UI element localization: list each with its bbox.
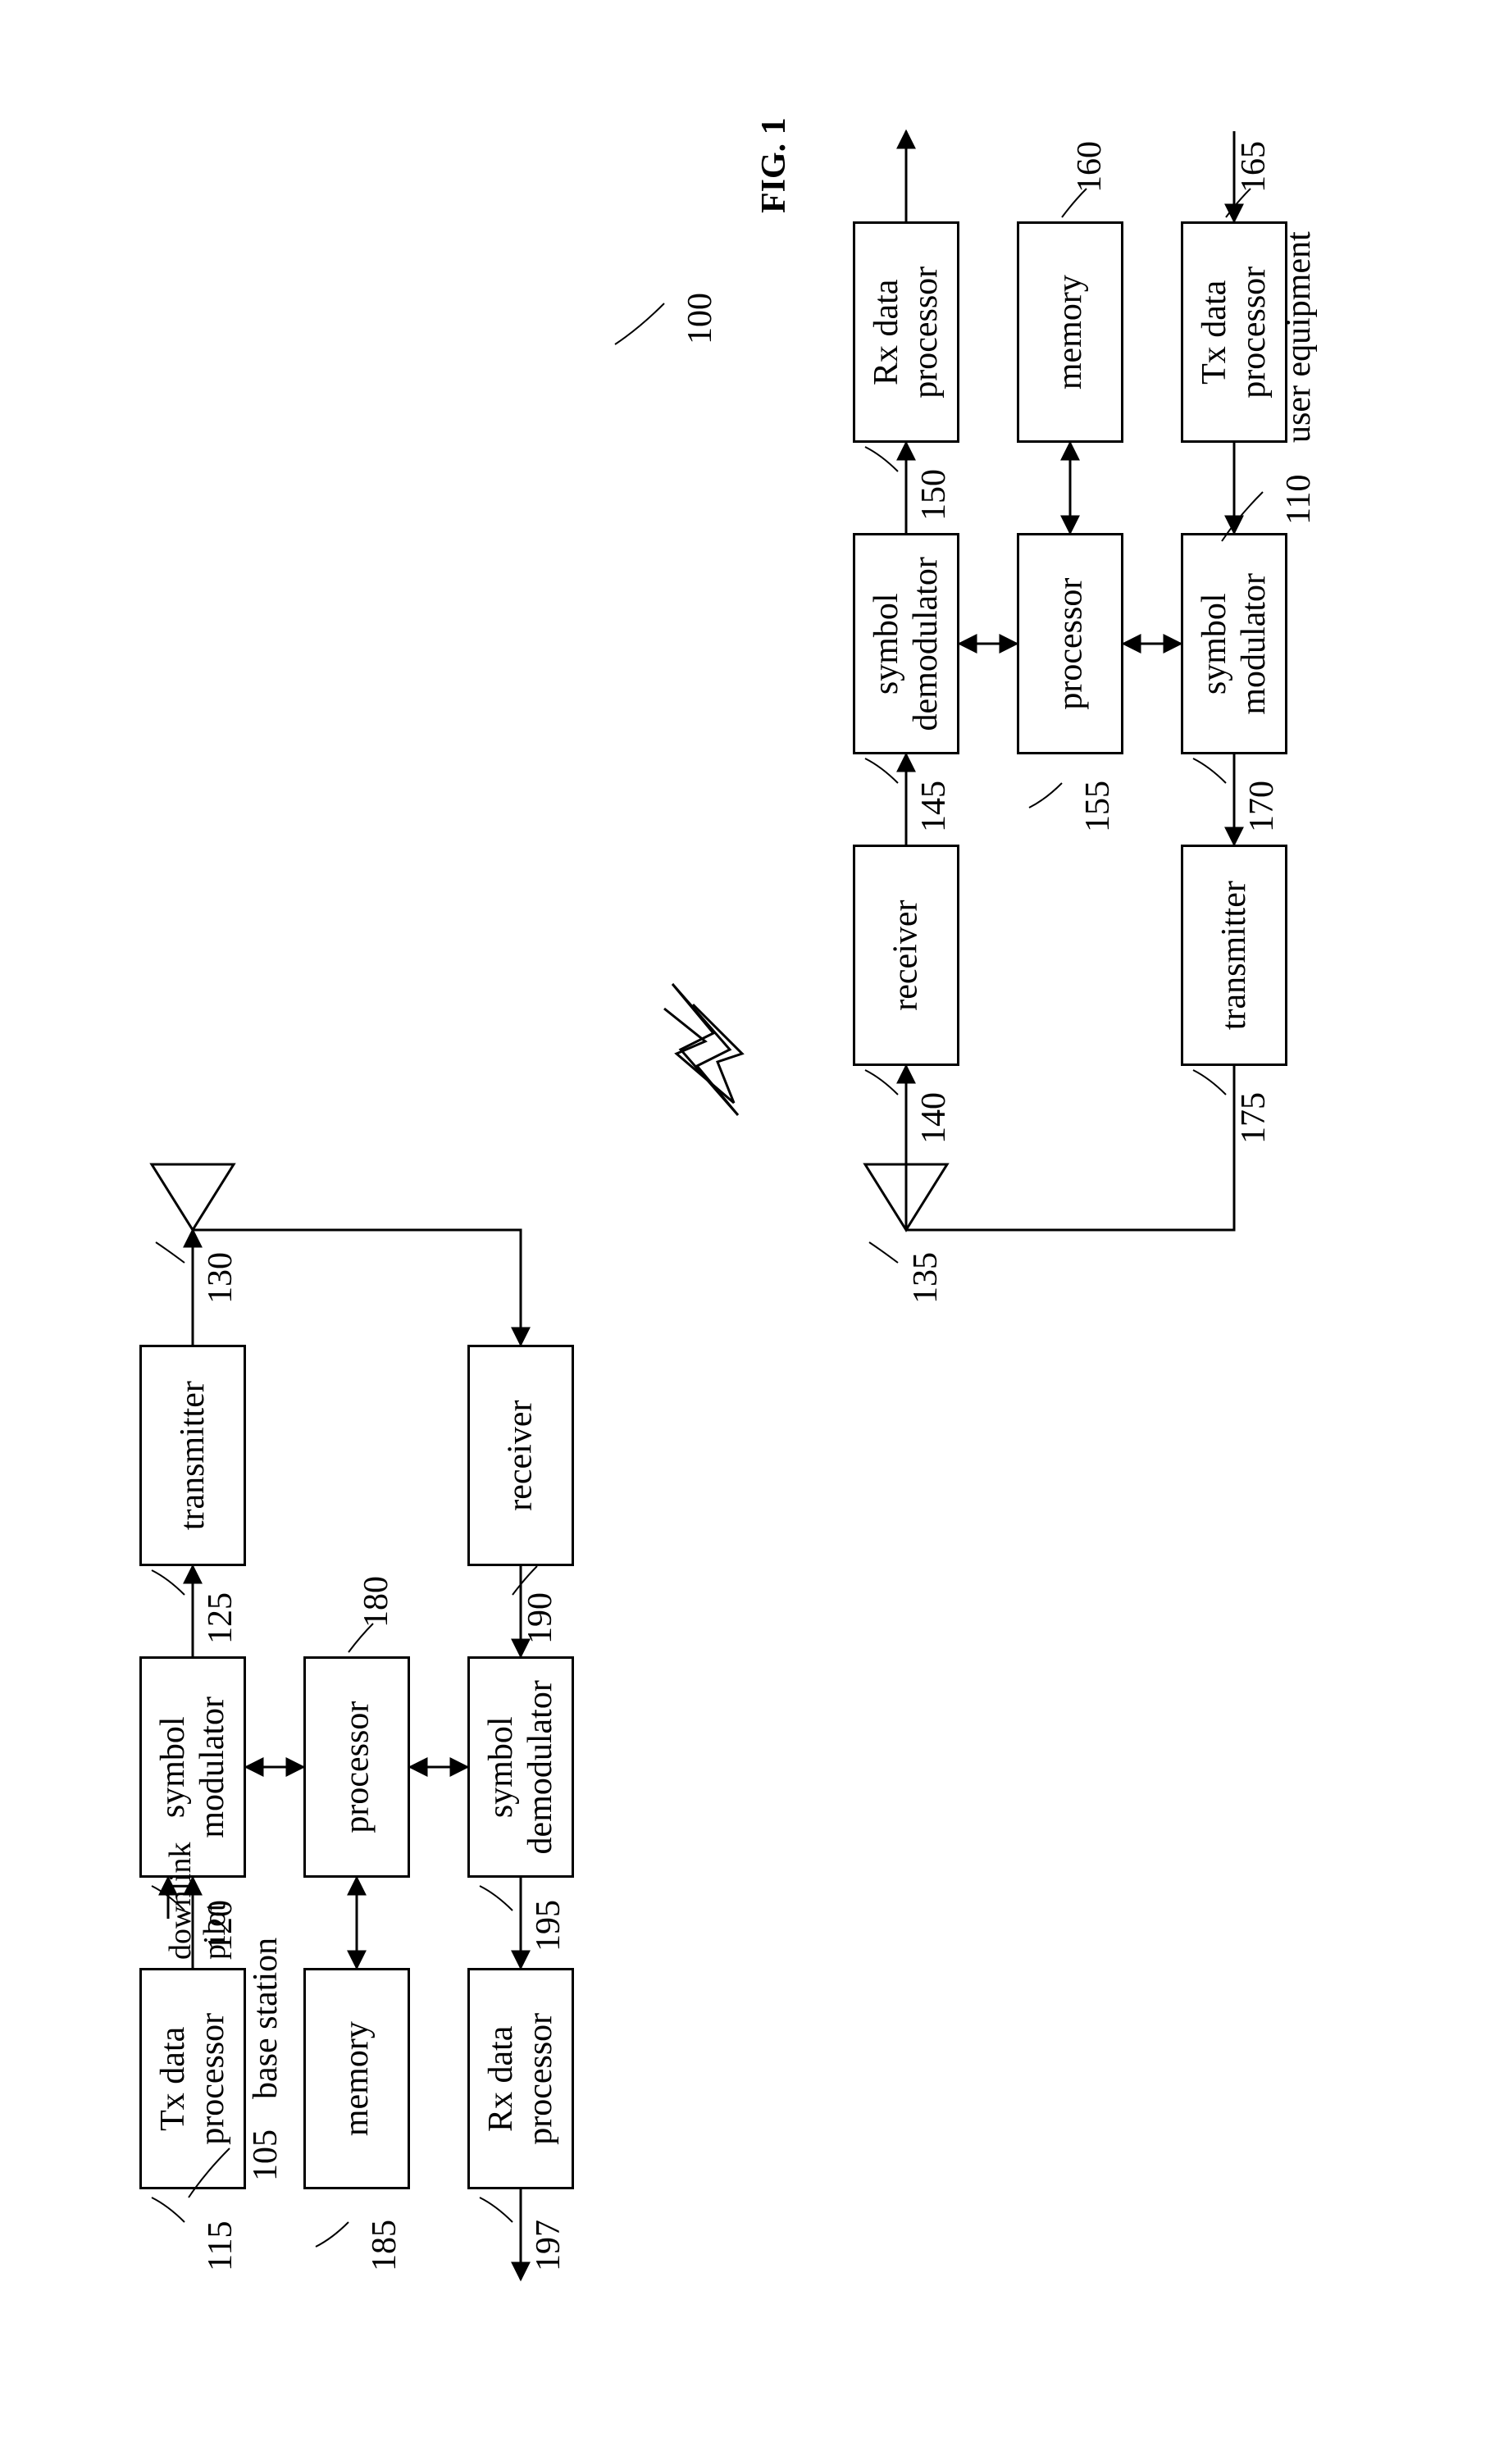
bs-tx-data-box: Tx dataprocessor [139,1968,246,2189]
bs-memory-box: memory [303,1968,410,2189]
ue-tx-data-label: Tx dataprocessor [1195,266,1274,399]
ue-processor-box: processor [1017,533,1123,754]
bs-tx-data-ref: 115 [201,2221,240,2271]
ue-memory-box: memory [1017,221,1123,443]
ue-tx-data-box: Tx dataprocessor [1181,221,1287,443]
bs-memory-ref: 185 [365,2220,404,2271]
system-ref: 100 [681,293,720,344]
base-station-label: base station [246,1938,285,2099]
ue-rx-data-box: Rx dataprocessor [853,221,959,443]
ue-receiver-ref: 140 [914,1092,954,1144]
base-station-ref: 105 [246,2129,285,2181]
ue-transmitter-label: transmitter [1214,881,1254,1030]
downlink-pilot-label: downlinkpilot [164,1842,233,1960]
bs-processor-label: processor [337,1701,376,1833]
bs-sym-demod-label: symboldemodulator [481,1680,561,1854]
ue-receiver-label: receiver [886,900,926,1010]
bs-rx-data-label: Rx dataprocessor [481,2013,561,2145]
ue-memory-label: memory [1050,275,1090,389]
ue-ref: 110 [1279,475,1319,525]
figure-title: FIG. 1 [754,117,794,213]
ue-memory-ref: 160 [1070,141,1109,193]
bs-receiver-ref: 190 [521,1592,560,1644]
bs-transmitter-label: transmitter [173,1381,212,1530]
bs-receiver-box: receiver [467,1345,574,1566]
diagram-canvas: FIG. 1 100 base station 105 user equipme… [0,0,1508,2464]
ue-processor-label: processor [1050,578,1090,710]
bs-rx-data-box: Rx dataprocessor [467,1968,574,2189]
ue-antenna-ref: 135 [906,1252,945,1304]
bs-transmitter-box: transmitter [139,1345,246,1566]
ue-processor-ref: 155 [1078,781,1118,832]
ue-rx-data-label: Rx dataprocessor [867,266,946,399]
bs-processor-box: processor [303,1656,410,1878]
ue-sym-mod-ref: 170 [1242,781,1282,832]
bs-rx-data-ref: 197 [529,2220,568,2271]
ue-rx-data-ref: 150 [914,469,954,521]
ue-sym-demod-label: symboldemodulator [867,557,946,731]
bs-sym-demod-box: symboldemodulator [467,1656,574,1878]
bs-sym-demod-ref: 195 [529,1900,568,1952]
bs-transmitter-ref: 125 [201,1592,240,1644]
ue-transmitter-box: transmitter [1181,845,1287,1066]
bs-memory-label: memory [337,2021,376,2136]
ue-sym-mod-box: symbolmodulator [1181,533,1287,754]
bs-sym-mod-label: symbolmodulator [153,1697,233,1838]
ue-sym-demod-ref: 145 [914,781,954,832]
bs-antenna-ref: 130 [201,1252,240,1304]
bs-receiver-label: receiver [501,1400,540,1510]
ue-transmitter-ref: 175 [1234,1092,1273,1144]
ue-sym-demod-box: symboldemodulator [853,533,959,754]
ue-receiver-box: receiver [853,845,959,1066]
bs-processor-ref: 180 [357,1576,396,1628]
ue-tx-data-ref: 165 [1234,141,1273,193]
ue-sym-mod-label: symbolmodulator [1195,573,1274,715]
bs-tx-data-label: Tx dataprocessor [153,2013,233,2145]
